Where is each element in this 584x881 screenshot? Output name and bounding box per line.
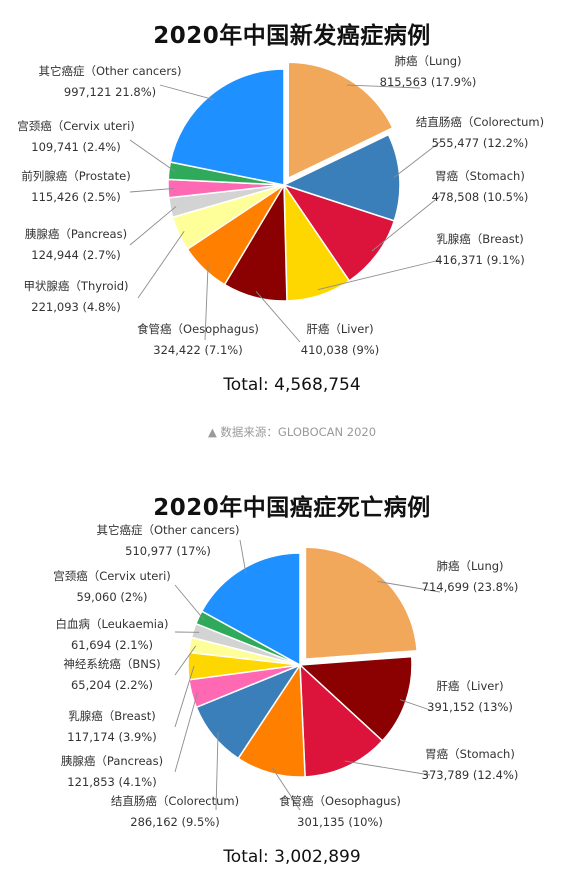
leader-line xyxy=(204,264,209,341)
slice-value-label: 478,508 (10.5%) xyxy=(432,190,529,204)
chart-title: 2020年中国新发癌症病例 xyxy=(153,23,431,49)
leader-line xyxy=(129,139,176,172)
slice-value-label: 301,135 (10%) xyxy=(297,815,383,829)
leader-line xyxy=(255,291,301,343)
pie-slice-other-cancers xyxy=(169,68,285,186)
slice-value-label: 59,060 (2%) xyxy=(76,590,147,604)
slice-label: 乳腺癌（Breast) xyxy=(68,709,155,723)
slice-value-label: 61,694 (2.1%) xyxy=(71,638,153,652)
slice-label: 肺癌（Lung) xyxy=(394,54,461,68)
leader-line xyxy=(129,206,177,246)
leader-line xyxy=(137,231,185,299)
slice-label: 结直肠癌（Colorectum) xyxy=(416,115,544,129)
leader-line xyxy=(371,195,441,252)
slice-label: 宫颈癌（Cervix uteri) xyxy=(17,119,135,133)
leader-line xyxy=(344,760,431,776)
pie-slice-lung xyxy=(287,61,394,180)
leader-line xyxy=(174,645,197,676)
pie-slice-colorectum xyxy=(281,133,401,222)
slice-value-label: 65,204 (2.2%) xyxy=(71,678,153,692)
slice-value-label: 124,944 (2.7%) xyxy=(31,248,120,262)
pie-slice-oesophagus xyxy=(237,662,306,778)
slice-value-label: 373,789 (12.4%) xyxy=(422,768,519,782)
slice-label: 前列腺癌（Prostate) xyxy=(21,169,130,183)
chart-title: 2020年中国癌症死亡病例 xyxy=(153,495,431,521)
slice-label: 胃癌（Stomach) xyxy=(435,169,525,183)
slice-label: 肝癌（Liver) xyxy=(306,322,373,336)
slice-value-label: 510,977 (17%) xyxy=(125,544,211,558)
pie-slice-stomach xyxy=(282,183,396,282)
slice-label: 胰腺癌（Pancreas) xyxy=(25,227,127,241)
total-label: Total: 4,568,754 xyxy=(223,375,361,395)
source-note: ▲ 数据来源：GLOBOCAN 2020 xyxy=(207,425,377,439)
leader-line xyxy=(377,580,441,593)
slice-label: 其它癌症（Other cancers) xyxy=(96,523,239,537)
leader-line xyxy=(159,84,215,101)
slice-value-label: 121,853 (4.1%) xyxy=(67,775,156,789)
pie-chart-deaths: 肺癌（Lung) 714,699 (23.8%) 肝癌（Liver) 391,152 … xyxy=(53,523,519,829)
pie-chart-new-cases: 肺癌（Lung) 815,563 (17.9%) 结直肠癌（Colorectum) 5… xyxy=(17,54,544,357)
slice-value-label: 416,371 (9.1%) xyxy=(435,253,524,267)
leader-line xyxy=(174,665,195,728)
slice-value-label: 555,477 (12.2%) xyxy=(432,136,529,150)
slice-label: 神经系统癌（BNS) xyxy=(63,657,160,671)
leader-line xyxy=(239,539,247,574)
total-label: Total: 3,002,899 xyxy=(223,847,361,867)
slice-label: 胰腺癌（Pancreas) xyxy=(61,754,163,768)
slice-label: 食管癌（Oesophagus) xyxy=(137,322,259,336)
slice-label: 其它癌症（Other cancers) xyxy=(38,64,181,78)
slice-value-label: 391,152 (13%) xyxy=(427,700,513,714)
slice-value-label: 714,699 (23.8%) xyxy=(422,580,519,594)
leader-line xyxy=(271,766,301,811)
leader-line xyxy=(129,187,175,193)
slice-label: 白血病（Leukaemia) xyxy=(55,617,168,631)
pie-slice-lung xyxy=(304,546,418,660)
slice-value-label: 324,422 (7.1%) xyxy=(153,343,242,357)
slice-value-label: 815,563 (17.9%) xyxy=(380,75,477,89)
slice-value-label: 109,741 (2.4%) xyxy=(31,140,120,154)
slice-value-label: 286,162 (9.5%) xyxy=(130,815,219,829)
slice-label: 乳腺癌（Breast) xyxy=(436,232,523,246)
leader-line xyxy=(317,259,441,291)
slice-label: 甲状腺癌（Thyroid) xyxy=(23,279,128,293)
slice-label: 肝癌（Liver) xyxy=(436,679,503,693)
leader-line xyxy=(174,692,198,773)
pie-slice-stomach xyxy=(299,663,384,778)
slice-label: 结直肠癌（Colorectum) xyxy=(111,794,239,808)
leader-line xyxy=(215,732,219,811)
slice-label: 宫颈癌（Cervix uteri) xyxy=(53,569,171,583)
leader-line xyxy=(393,141,441,178)
slice-value-label: 997,121 21.8%) xyxy=(64,85,156,99)
slice-label: 肺癌（Lung) xyxy=(436,559,503,573)
slice-value-label: 117,174 (3.9%) xyxy=(67,730,156,744)
slice-value-label: 410,038 (9%) xyxy=(301,343,379,357)
leader-line xyxy=(400,699,431,711)
slice-label: 食管癌（Oesophagus) xyxy=(279,794,401,808)
slice-label: 胃癌（Stomach) xyxy=(425,747,515,761)
slice-value-label: 115,426 (2.5%) xyxy=(31,190,120,204)
slice-value-label: 221,093 (4.8%) xyxy=(31,300,120,314)
pie-slice-other-cancers xyxy=(200,552,301,667)
leader-line xyxy=(346,84,421,89)
leader-line xyxy=(174,584,205,621)
